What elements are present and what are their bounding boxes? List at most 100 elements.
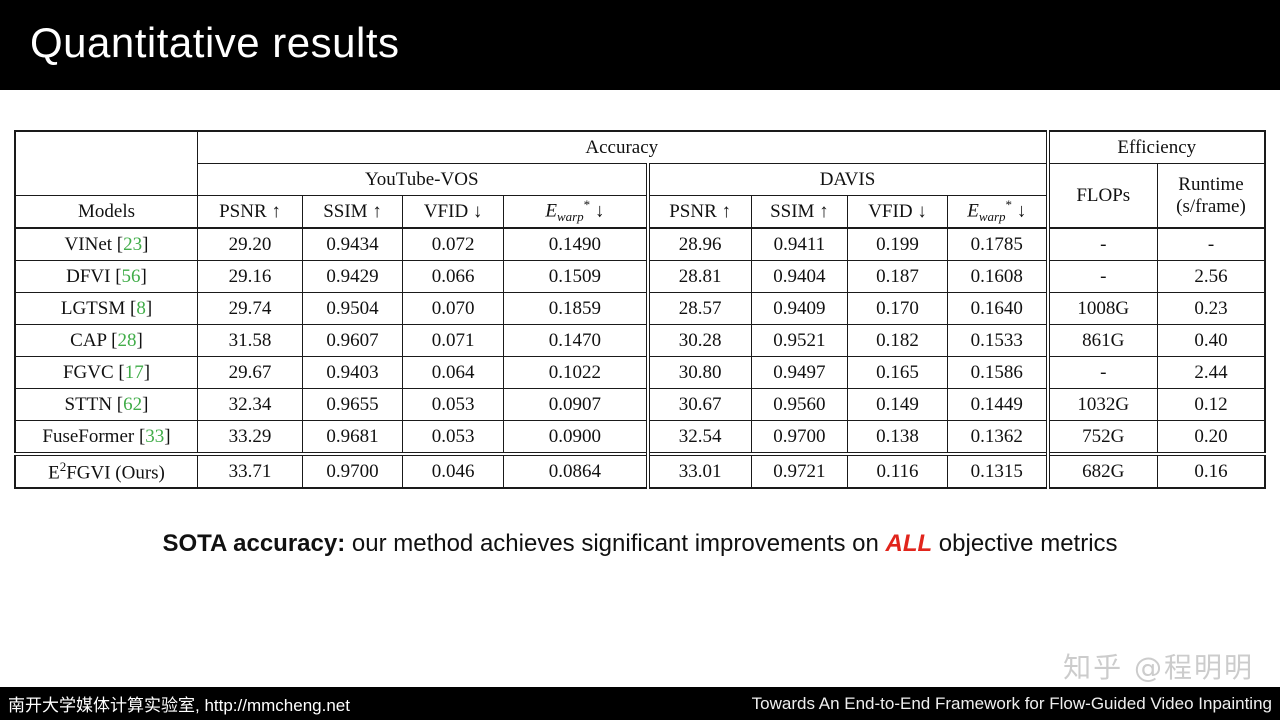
yt-metric-cell: 0.070	[401, 292, 504, 325]
yt-metric-cell: 0.046	[401, 452, 504, 488]
davis-metric-cell: 28.81	[645, 260, 752, 293]
metric-header-davis-vfid: VFID ↓	[847, 195, 948, 229]
citation-number: 23	[123, 233, 143, 255]
title-bar: Quantitative results	[0, 0, 1280, 90]
footer-paper-title: Towards An End-to-End Framework for Flow…	[751, 693, 1272, 713]
metric-header-davis-psnr: PSNR ↑	[645, 195, 752, 229]
flops-cell: 682G	[1045, 452, 1158, 488]
davis-header: DAVIS	[645, 163, 1048, 196]
davis-metric-cell: 0.9404	[750, 260, 848, 293]
caption-middle: our method achieves significant improvem…	[345, 530, 886, 557]
model-cell: LGTSM [8]	[15, 292, 198, 325]
table-row: E2FGVI (Ours) 33.71 0.9700 0.046 0.0864 33.01…	[15, 452, 1265, 488]
davis-metric-cell: 0.170	[847, 292, 948, 325]
metric-header-yt-vfid: VFID ↓	[401, 195, 504, 229]
yt-metric-cell: 0.9504	[302, 292, 403, 325]
davis-metric-cell: 0.165	[847, 356, 948, 389]
davis-metric-cell: 0.199	[847, 228, 948, 261]
table-body: VINet [23] 29.20 0.9434 0.072 0.1490 28.96 0.9…	[15, 228, 1265, 488]
davis-metric-cell: 0.182	[847, 324, 948, 357]
yt-metric-cell: 0.9434	[302, 228, 403, 261]
davis-metric-cell: 0.187	[847, 260, 948, 293]
davis-metric-cell: 0.9411	[750, 228, 848, 261]
accuracy-group-header: Accuracy	[197, 131, 1048, 164]
runtime-cell: 0.12	[1157, 388, 1265, 421]
runtime-cell: 0.23	[1157, 292, 1265, 325]
davis-metric-cell: 0.149	[847, 388, 948, 421]
davis-metric-cell: 0.9521	[750, 324, 848, 357]
flops-cell: -	[1045, 260, 1158, 293]
yt-metric-cell: 0.064	[401, 356, 504, 389]
yt-metric-cell: 0.9700	[302, 452, 403, 488]
yt-metric-cell: 0.9403	[302, 356, 403, 389]
flops-cell: -	[1045, 228, 1158, 261]
davis-metric-cell: 28.57	[645, 292, 752, 325]
yt-metric-cell: 0.0907	[503, 388, 648, 421]
davis-metric-cell: 32.54	[645, 420, 752, 455]
yt-metric-cell: 0.9429	[302, 260, 403, 293]
yt-metric-cell: 0.072	[401, 228, 504, 261]
yt-metric-cell: 0.1022	[503, 356, 648, 389]
yt-metric-cell: 0.9655	[302, 388, 403, 421]
table-row: VINet [23] 29.20 0.9434 0.072 0.1490 28.96 0.9…	[15, 228, 1265, 261]
davis-metric-cell: 0.1533	[947, 324, 1048, 357]
runtime-cell: 0.20	[1157, 420, 1265, 455]
davis-metric-cell: 0.9560	[750, 388, 848, 421]
davis-metric-cell: 0.1362	[947, 420, 1048, 455]
model-cell: VINet [23]	[15, 228, 198, 261]
yt-metric-cell: 0.053	[401, 420, 504, 455]
table-row: FGVC [17] 29.67 0.9403 0.064 0.1022 30.80 0.94…	[15, 356, 1265, 389]
header-row-groups: Accuracy Efficiency	[15, 131, 1265, 164]
model-cell: FGVC [17]	[15, 356, 198, 389]
results-table-container: Accuracy Efficiency YouTube-VOS DAVIS FLOPs R…	[14, 130, 1266, 489]
yt-metric-cell: 32.34	[197, 388, 303, 421]
slide-title: Quantitative results	[30, 19, 400, 66]
model-cell: STTN [62]	[15, 388, 198, 421]
davis-metric-cell: 30.80	[645, 356, 752, 389]
yt-metric-cell: 0.053	[401, 388, 504, 421]
citation-number: 28	[117, 329, 137, 351]
yt-metric-cell: 0.071	[401, 324, 504, 357]
citation-number: 56	[121, 265, 141, 287]
header-row-datasets: YouTube-VOS DAVIS FLOPs Runtime (s/frame)	[15, 163, 1265, 229]
davis-metric-cell: 0.9497	[750, 356, 848, 389]
yt-metric-cell: 33.29	[197, 420, 303, 455]
runtime-header: Runtime (s/frame)	[1157, 163, 1265, 229]
footer-lab-info: 南开大学媒体计算实验室, http://mmcheng.net	[8, 696, 350, 715]
davis-metric-cell: 0.1608	[947, 260, 1048, 293]
flops-cell: 752G	[1045, 420, 1158, 455]
yt-metric-cell: 29.16	[197, 260, 303, 293]
davis-metric-cell: 0.9721	[750, 452, 848, 488]
citation-number: 17	[124, 361, 144, 383]
davis-metric-cell: 0.138	[847, 420, 948, 455]
model-cell: CAP [28]	[15, 324, 198, 357]
table-row: FuseFormer [33] 33.29 0.9681 0.053 0.0900 32.…	[15, 420, 1265, 455]
yt-metric-cell: 0.9607	[302, 324, 403, 357]
davis-metric-cell: 0.9700	[750, 420, 848, 455]
metric-header-yt-e: Ewarp* ↓	[503, 195, 648, 229]
flops-cell: -	[1045, 356, 1158, 389]
runtime-cell: 2.44	[1157, 356, 1265, 389]
yt-metric-cell: 29.20	[197, 228, 303, 261]
yt-metric-cell: 0.1859	[503, 292, 648, 325]
footer-bar: 南开大学媒体计算实验室, http://mmcheng.net Towards …	[0, 687, 1280, 720]
davis-metric-cell: 30.28	[645, 324, 752, 357]
citation-number: 62	[123, 393, 143, 415]
yt-metric-cell: 0.066	[401, 260, 504, 293]
davis-metric-cell: 0.1315	[947, 452, 1048, 488]
header-row-metrics: Models PSNR ↑ SSIM ↑ VFID ↓ Ewarp* ↓ PSNR ↑ SS…	[15, 195, 1265, 229]
model-cell: E2FGVI (Ours)	[15, 452, 198, 488]
davis-metric-cell: 0.116	[847, 452, 948, 488]
davis-metric-cell: 0.1586	[947, 356, 1048, 389]
metric-header-yt-ssim: SSIM ↑	[302, 195, 403, 229]
corner-cell	[15, 131, 198, 164]
metric-header-davis-ssim: SSIM ↑	[750, 195, 848, 229]
davis-metric-cell: 0.9409	[750, 292, 848, 325]
flops-cell: 1032G	[1045, 388, 1158, 421]
yt-metric-cell: 0.1509	[503, 260, 648, 293]
runtime-cell: 2.56	[1157, 260, 1265, 293]
table-header: Accuracy Efficiency YouTube-VOS DAVIS FLOPs R…	[15, 131, 1265, 229]
yt-metric-cell: 0.9681	[302, 420, 403, 455]
runtime-cell: 0.16	[1157, 452, 1265, 488]
watermark: 知乎 @程明明	[1063, 651, 1254, 684]
